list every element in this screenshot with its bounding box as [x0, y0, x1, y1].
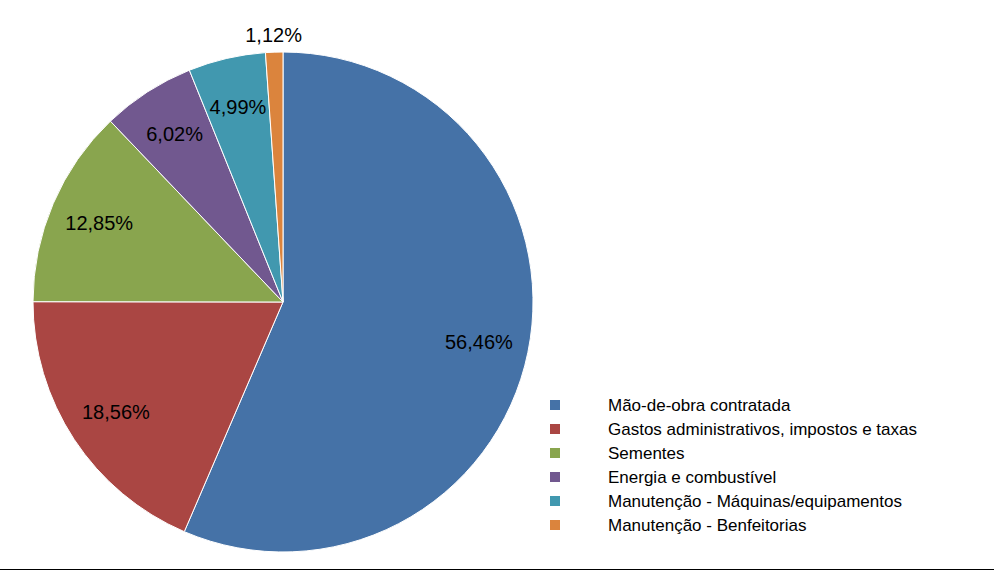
legend-swatch — [550, 496, 560, 506]
legend-item: Manutenção - Máquinas/equipamentos — [550, 492, 902, 511]
legend-item: Manutenção - Benfeitorias — [550, 516, 806, 535]
legend-item: Gastos administrativos, impostos e taxas — [550, 420, 917, 439]
slice — [189, 53, 283, 302]
legend-item: Sementes — [550, 444, 685, 463]
legend-label: Manutenção - Benfeitorias — [608, 516, 806, 535]
legend-swatch — [550, 424, 560, 434]
data-label: 56,46% — [445, 331, 513, 353]
slice — [33, 302, 283, 532]
data-label: 6,02% — [146, 123, 203, 145]
legend-item: Energia e combustível — [550, 468, 776, 487]
legend-label: Gastos administrativos, impostos e taxas — [608, 420, 917, 439]
pie — [33, 52, 533, 552]
legend-label: Manutenção - Máquinas/equipamentos — [608, 492, 902, 511]
legend-label: Mão-de-obra contratada — [608, 396, 791, 415]
legend-item: Mão-de-obra contratada — [550, 396, 791, 415]
frame-line — [0, 569, 994, 570]
legend-label: Sementes — [608, 444, 685, 463]
legend-swatch — [550, 400, 560, 410]
chart: 56,46% 18,56% 12,85% 6,02% 4,99% 1,12% Mão-de-… — [0, 0, 994, 571]
legend-swatch — [550, 520, 560, 530]
slice — [265, 52, 283, 302]
legend: Mão-de-obra contratada Gastos administrat… — [550, 396, 917, 535]
data-label: 4,99% — [210, 96, 267, 118]
data-label: 1,12% — [245, 24, 302, 46]
data-label: 18,56% — [82, 401, 150, 423]
legend-swatch — [550, 448, 560, 458]
data-labels: 56,46% 18,56% 12,85% 6,02% 4,99% 1,12% — [65, 24, 513, 423]
data-label: 12,85% — [65, 212, 133, 234]
legend-label: Energia e combustível — [608, 468, 776, 487]
legend-swatch — [550, 472, 560, 482]
